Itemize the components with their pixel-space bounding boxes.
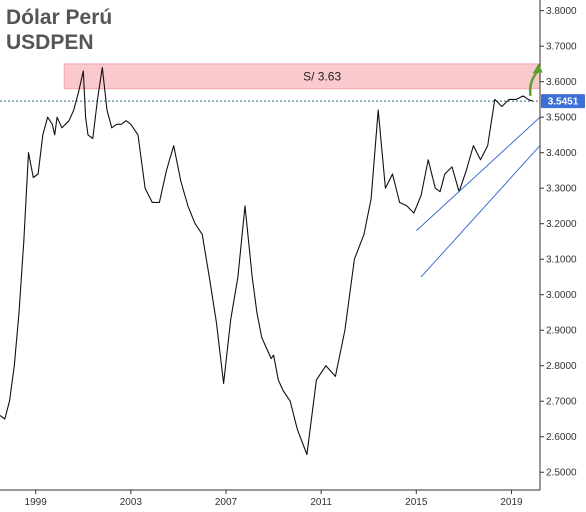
last-price-tag bbox=[541, 94, 585, 109]
y-tick-label: 2.6000 bbox=[546, 432, 577, 443]
y-tick-label: 2.8000 bbox=[546, 361, 577, 372]
x-tick-label: 2019 bbox=[500, 497, 523, 508]
y-tick-label: 3.0000 bbox=[546, 290, 577, 301]
x-tick-label: 2007 bbox=[215, 497, 238, 508]
usdpen-price-line bbox=[0, 66, 534, 456]
y-tick-label: 2.7000 bbox=[546, 397, 577, 408]
y-tick-label: 2.5000 bbox=[546, 468, 577, 479]
resistance-zone bbox=[63, 63, 541, 90]
y-tick-label: 2.9000 bbox=[546, 326, 577, 337]
channel-upper-line bbox=[415, 116, 541, 232]
last-price-tag-label: 3.5451 bbox=[548, 97, 579, 108]
y-tick-label: 3.2000 bbox=[546, 219, 577, 230]
chart-subtitle: USDPEN bbox=[6, 31, 94, 54]
x-tick-label: 2003 bbox=[120, 497, 143, 508]
resistance-zone-label: S/ 3.63 bbox=[303, 69, 341, 83]
trend-arrowhead-icon bbox=[532, 63, 543, 74]
y-tick-label: 3.5000 bbox=[546, 113, 577, 124]
y-tick-label: 3.4000 bbox=[546, 148, 577, 159]
y-tick-label: 3.3000 bbox=[546, 184, 577, 195]
x-tick-label: 1999 bbox=[25, 497, 48, 508]
y-tick-label: 3.7000 bbox=[546, 42, 577, 53]
y-tick-label: 3.6000 bbox=[546, 77, 577, 88]
x-tick-label: 2011 bbox=[310, 497, 332, 508]
x-tick-label: 2015 bbox=[405, 497, 428, 508]
y-tick-label: 3.1000 bbox=[546, 255, 577, 266]
chart-title: Dólar Perú bbox=[6, 6, 113, 29]
channel-lower-line bbox=[420, 145, 541, 278]
trend-arrow-icon bbox=[528, 70, 539, 97]
y-tick-label: 3.8000 bbox=[546, 6, 577, 17]
